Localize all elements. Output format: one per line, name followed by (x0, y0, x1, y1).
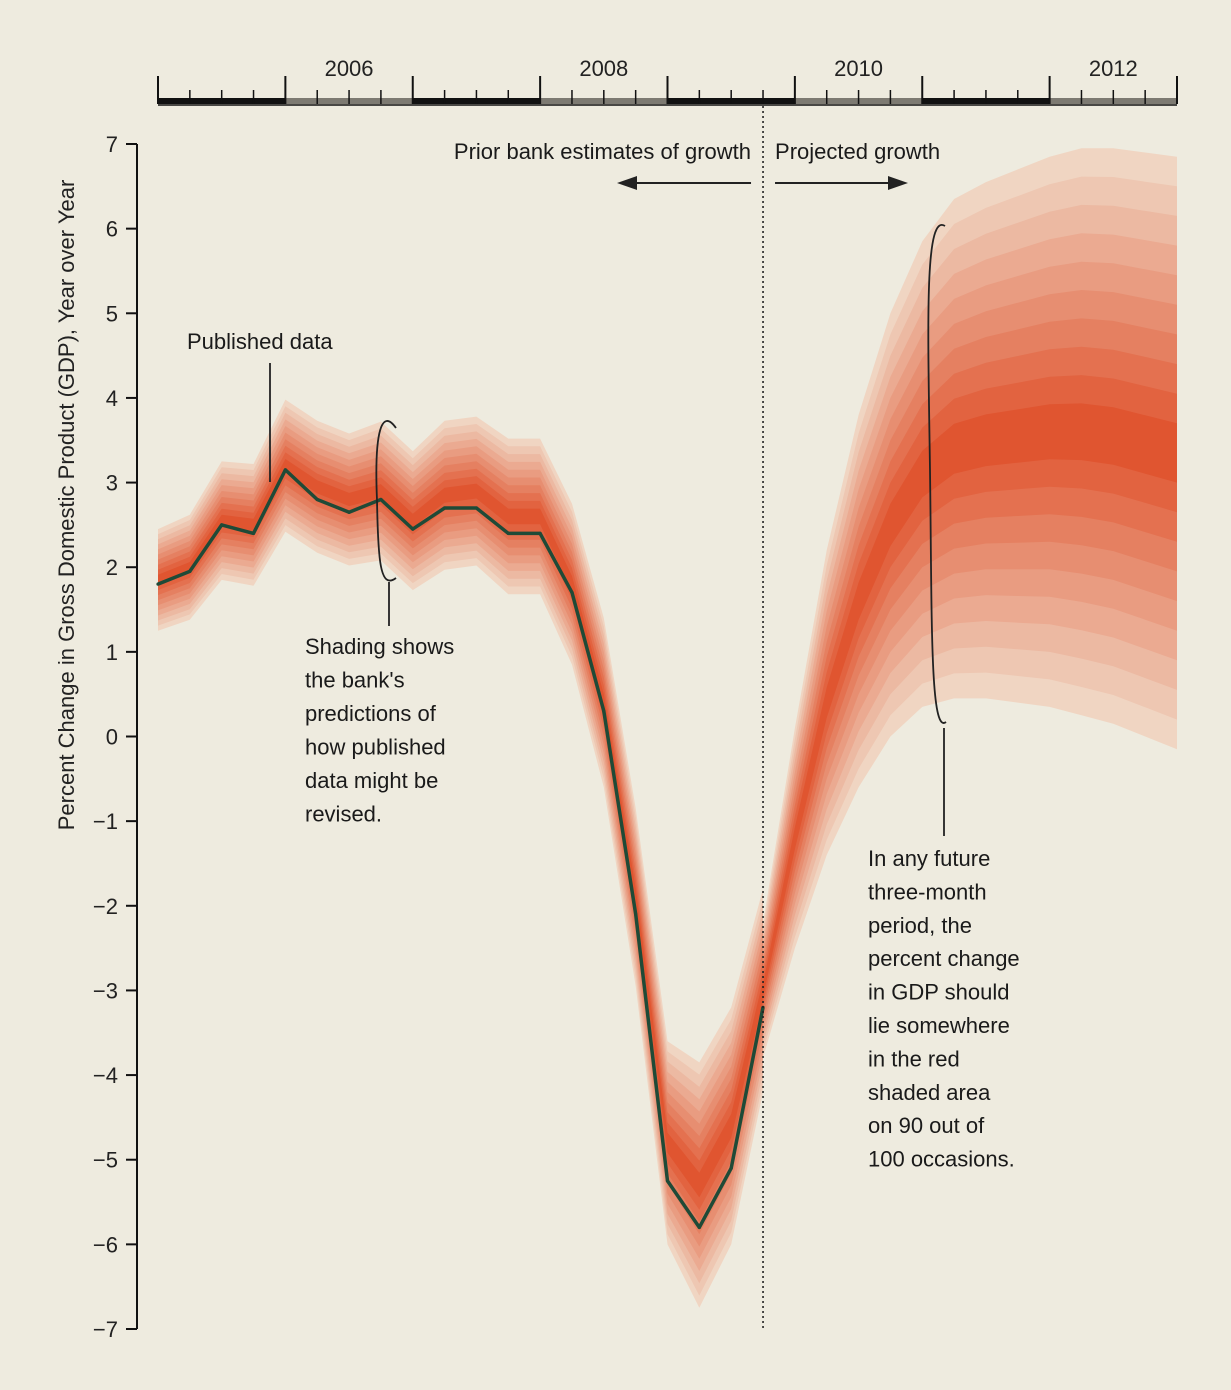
data-point (634, 912, 638, 916)
data-point (697, 1225, 701, 1229)
future-note-line: shaded area (868, 1080, 991, 1105)
y-axis: 7 6 5 4 3 2 1 0 −1 −2 −3 −4 −5 −6 −7 (93, 132, 138, 1342)
data-point (538, 531, 542, 536)
shading-note-line: the bank's (305, 668, 405, 693)
y-tick-label: −3 (93, 978, 118, 1003)
data-point (379, 497, 383, 502)
y-tick-label: −2 (93, 894, 118, 919)
shading-note-line: data might be (305, 768, 438, 793)
shading-note-line: how published (305, 735, 446, 760)
data-point (283, 468, 287, 472)
shading-bracket (375, 420, 397, 582)
annotations: Prior bank estimates of growth Projected … (187, 106, 1020, 1328)
shading-note-line: predictions of (305, 701, 437, 726)
y-tick-label: 2 (106, 555, 118, 580)
y-tick-label: −6 (93, 1232, 118, 1257)
published-data-label: Published data (187, 329, 333, 354)
data-point (570, 591, 574, 595)
y-tick-label: −1 (93, 809, 118, 834)
y-tick-label: 1 (106, 640, 118, 665)
future-note-line: lie somewhere (868, 1013, 1010, 1038)
y-tick-label: 6 (106, 217, 118, 242)
shading-note-line: revised. (305, 802, 382, 827)
future-note-line: period, the (868, 913, 972, 938)
data-point (665, 1179, 670, 1183)
y-tick-label: −4 (93, 1063, 118, 1088)
year-label-2012: 2012 (1089, 56, 1138, 81)
fan-bands (158, 148, 1177, 1308)
data-point (506, 531, 510, 536)
y-tick-label: −5 (93, 1148, 118, 1173)
data-point (315, 497, 319, 502)
future-bracket (927, 223, 947, 724)
year-label-2010: 2010 (834, 56, 883, 81)
future-note-line: In any future (868, 846, 990, 871)
left-arrow-head (617, 176, 637, 190)
future-note-line: in GDP should (868, 980, 1009, 1005)
future-note-line: 100 occasions. (868, 1147, 1015, 1172)
y-tick-label: 7 (106, 132, 118, 157)
future-note-line: on 90 out of (868, 1113, 985, 1138)
future-note-line: three-month (868, 879, 987, 904)
data-point (474, 506, 478, 510)
data-point (443, 506, 447, 510)
data-point (347, 510, 351, 514)
y-tick-label: 5 (106, 301, 118, 326)
data-point (602, 709, 606, 713)
right-arrow-head (888, 176, 908, 190)
shading-note-line: Shading shows (305, 634, 454, 659)
projection-band-10 (763, 403, 1177, 998)
published-data-line (157, 468, 765, 1230)
y-tick-label: 0 (106, 725, 118, 750)
projected-growth-label: Projected growth (775, 139, 940, 164)
data-point (156, 582, 160, 586)
y-axis-title: Percent Change in Gross Domestic Product… (54, 180, 79, 831)
year-label-2006: 2006 (325, 56, 374, 81)
future-note-line: in the red (868, 1046, 960, 1071)
prior-estimates-label: Prior bank estimates of growth (454, 139, 751, 164)
data-point (220, 523, 224, 527)
y-tick-label: 4 (106, 386, 118, 411)
projection-band-8 (763, 346, 1177, 1011)
data-point (411, 527, 415, 531)
data-point (729, 1166, 733, 1170)
timeline-axis: 2006 2008 2010 2012 (157, 56, 1178, 106)
data-point (251, 531, 256, 536)
y-tick-label: 3 (106, 471, 118, 496)
y-tick-label: −7 (93, 1317, 118, 1342)
year-label-2008: 2008 (579, 56, 628, 81)
future-note-line: percent change (868, 946, 1020, 971)
published-data-series (156, 468, 765, 1230)
data-point (188, 569, 192, 574)
